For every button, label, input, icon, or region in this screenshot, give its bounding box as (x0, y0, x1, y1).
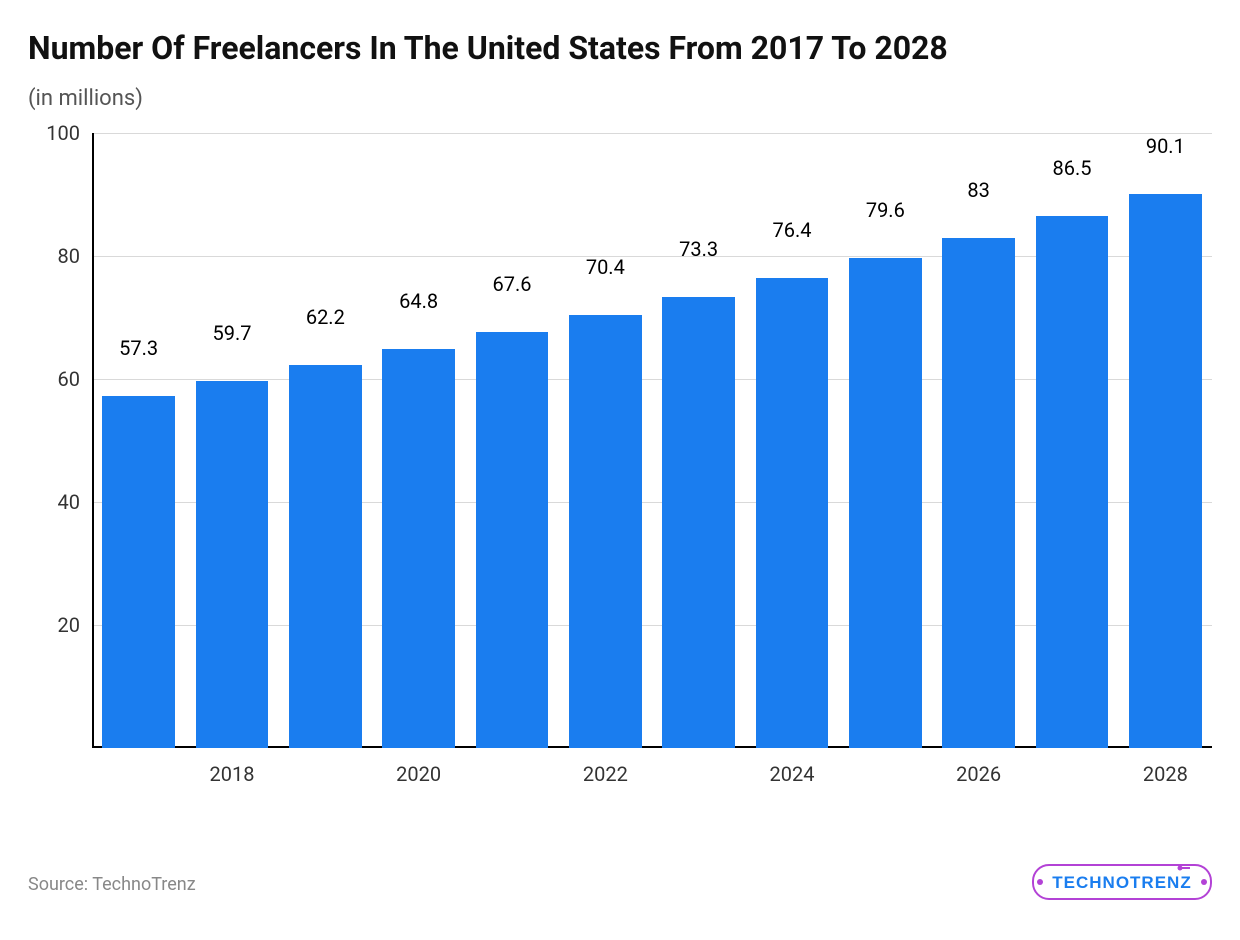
bar (942, 238, 1015, 748)
x-tick-label: 2022 (583, 748, 628, 786)
bar-value-label: 70.4 (586, 255, 625, 285)
bar-value-label: 73.3 (679, 237, 718, 267)
bar (102, 396, 175, 748)
bar-value-label: 90.1 (1146, 134, 1185, 164)
y-tick-label: 40 (58, 490, 92, 514)
chart-subtitle: (in millions) (28, 86, 1212, 111)
x-tick-label: 2026 (956, 748, 1001, 786)
y-axis (92, 133, 94, 748)
brand-logo: TECHNOTRENZ (1032, 862, 1212, 906)
bar (849, 258, 922, 748)
bar (289, 365, 362, 748)
bar (569, 315, 642, 748)
bar-value-label: 67.6 (493, 272, 532, 302)
x-tick-label: 2018 (210, 748, 255, 786)
chart-area: 2040608010057.359.762.264.867.670.473.37… (28, 133, 1212, 748)
bar (756, 278, 829, 748)
bar (1129, 194, 1202, 748)
bar-value-label: 62.2 (306, 305, 345, 335)
y-tick-label: 80 (58, 244, 92, 268)
footer: Source: TechnoTrenz TECHNOTRENZ (28, 862, 1212, 906)
bar-value-label: 79.6 (866, 198, 905, 228)
y-tick-label: 20 (58, 613, 92, 637)
x-tick-label: 2024 (770, 748, 815, 786)
bar-value-label: 57.3 (119, 336, 158, 366)
bar (382, 349, 455, 748)
svg-text:TECHNOTRENZ: TECHNOTRENZ (1052, 873, 1191, 892)
bar-value-label: 86.5 (1053, 156, 1092, 186)
gridline (92, 133, 1212, 134)
bar (196, 381, 269, 748)
bar-value-label: 59.7 (213, 321, 252, 351)
bar (1036, 216, 1109, 748)
plot-region: 2040608010057.359.762.264.867.670.473.37… (92, 133, 1212, 748)
source-text: Source: TechnoTrenz (28, 874, 196, 895)
x-tick-label: 2028 (1143, 748, 1188, 786)
y-tick-label: 60 (58, 367, 92, 391)
y-tick-label: 100 (46, 121, 92, 145)
bar-value-label: 83 (967, 178, 989, 208)
bar-value-label: 64.8 (399, 289, 438, 319)
bar (662, 297, 735, 748)
logo-svg: TECHNOTRENZ (1032, 862, 1212, 902)
bar-value-label: 76.4 (773, 218, 812, 248)
x-tick-label: 2020 (396, 748, 441, 786)
chart-title: Number Of Freelancers In The United Stat… (28, 28, 1212, 68)
bar (476, 332, 549, 748)
